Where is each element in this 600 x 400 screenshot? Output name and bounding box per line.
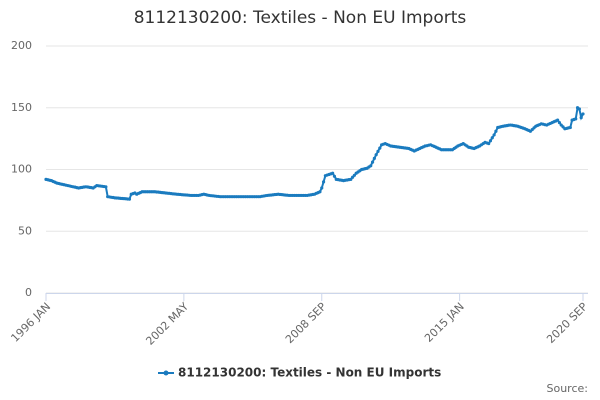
point: [370, 160, 375, 164]
point: [378, 146, 382, 150]
y-tick-label: 0: [25, 286, 32, 299]
point: [332, 174, 337, 178]
x-tick-label: 2002 MAY: [143, 300, 191, 348]
y-tick-label: 50: [18, 224, 32, 237]
chart-title: 8112130200: Textiles - Non EU Imports: [134, 8, 467, 28]
point: [494, 129, 498, 133]
x-tick-label: 2020 SEP: [544, 300, 590, 346]
point: [104, 185, 108, 189]
point: [568, 125, 572, 130]
point: [490, 136, 494, 140]
y-tick-label: 100: [11, 163, 32, 176]
point: [487, 141, 491, 146]
legend-marker: [163, 370, 169, 376]
x-tick-label: 2008 SEP: [283, 300, 329, 346]
point: [374, 153, 378, 157]
point: [581, 112, 585, 116]
point: [376, 149, 380, 153]
source: Source:: [547, 382, 589, 395]
point: [577, 107, 581, 111]
point: [320, 186, 324, 190]
point: [352, 173, 357, 177]
y-tick-label: 150: [11, 101, 32, 114]
point: [579, 116, 583, 120]
point: [127, 197, 132, 201]
point: [349, 177, 353, 181]
point: [321, 180, 326, 184]
point: [574, 117, 578, 121]
point: [369, 164, 373, 168]
point: [557, 120, 562, 125]
x-tick-label: 2015 JAN: [422, 300, 467, 345]
legend-label: 8112130200: Textiles - Non EU Imports: [178, 366, 441, 380]
point: [492, 133, 496, 137]
y-tick-label: 200: [11, 39, 32, 52]
point: [372, 156, 376, 160]
point: [331, 171, 335, 175]
x-tick-label: 1996 JAN: [8, 300, 53, 345]
point: [318, 190, 322, 194]
point: [556, 118, 560, 122]
line: [45, 106, 584, 201]
point: [488, 139, 493, 143]
